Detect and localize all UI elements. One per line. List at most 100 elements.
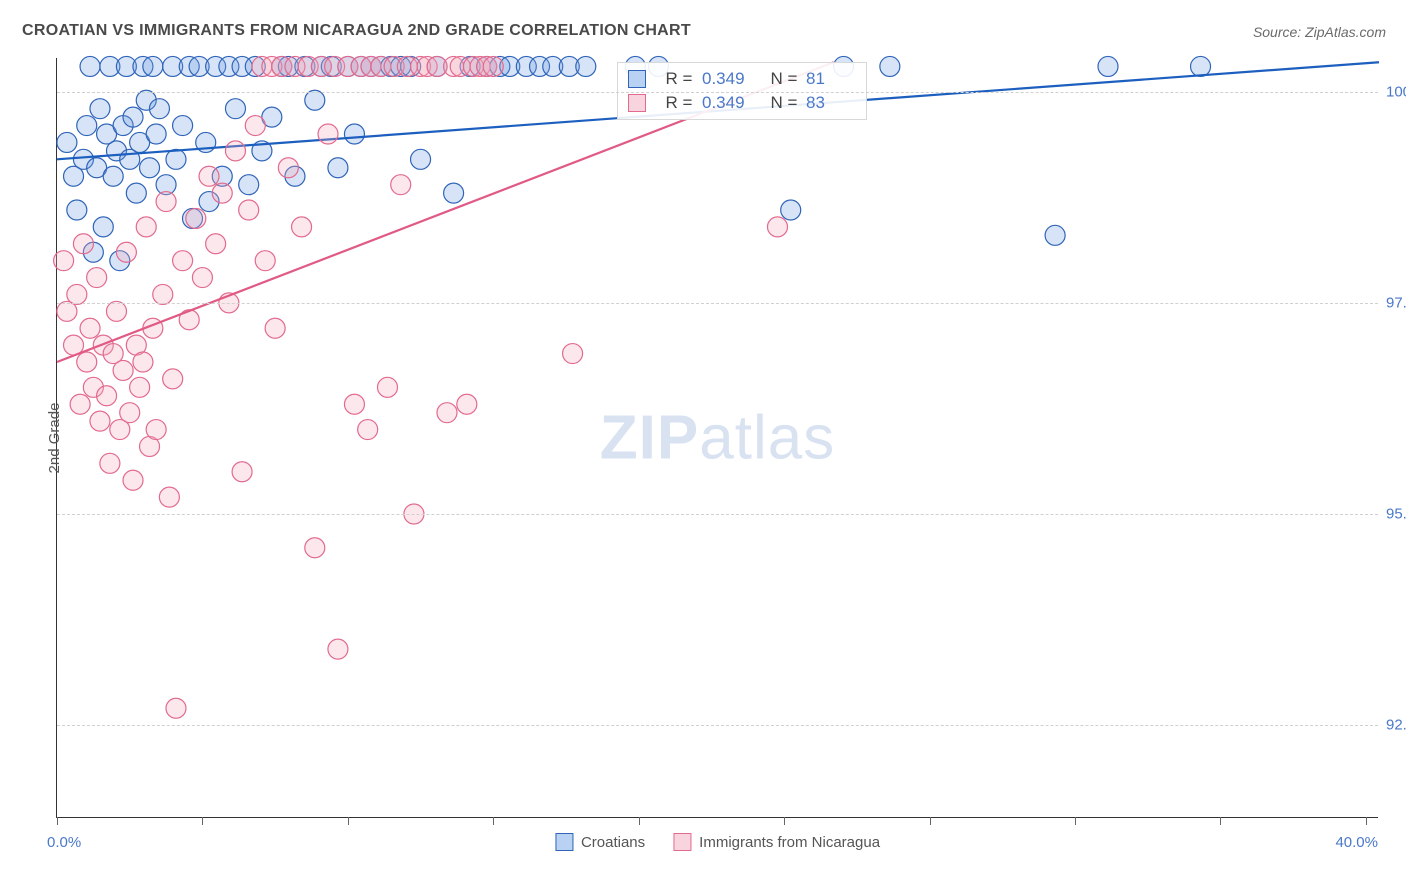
data-point-croatians [77,116,97,136]
data-point-croatians [67,200,87,220]
data-point-croatians [149,99,169,119]
n-value: 83 [806,93,840,113]
data-point-nicaragua [100,453,120,473]
data-point-croatians [57,132,77,152]
data-point-nicaragua [159,487,179,507]
r-label: R = [660,69,698,89]
data-point-nicaragua [292,217,312,237]
x-tick-mark [1075,817,1076,825]
legend-swatch [628,94,646,112]
data-point-nicaragua [358,420,378,440]
data-point-nicaragua [153,284,173,304]
data-point-nicaragua [156,192,176,212]
data-point-nicaragua [255,251,275,271]
x-tick-mark [784,817,785,825]
data-point-croatians [146,124,166,144]
data-point-nicaragua [278,158,298,178]
data-point-nicaragua [186,208,206,228]
data-point-nicaragua [245,116,265,136]
gridline-h [57,92,1378,93]
legend-label: Immigrants from Nicaragua [699,834,880,851]
legend-swatch [673,833,691,851]
chart-area: 2nd Grade ZIPatlas R =0.349N =81R =0.349… [56,58,1378,818]
x-tick-mark [930,817,931,825]
data-point-nicaragua [97,386,117,406]
data-point-nicaragua [239,200,259,220]
n-value: 81 [806,69,840,89]
data-point-nicaragua [483,56,503,76]
data-point-nicaragua [457,394,477,414]
data-point-croatians [1098,56,1118,76]
data-point-croatians [166,149,186,169]
data-point-nicaragua [163,369,183,389]
data-point-nicaragua [146,420,166,440]
scatter-plot [57,58,1378,817]
y-tick-label: 92.5% [1386,717,1406,734]
data-point-croatians [781,200,801,220]
y-tick-label: 95.0% [1386,506,1406,523]
data-point-croatians [1045,225,1065,245]
r-value: 0.349 [702,93,762,113]
n-label: N = [766,93,802,113]
data-point-nicaragua [344,394,364,414]
data-point-nicaragua [116,242,136,262]
data-point-nicaragua [54,251,74,271]
data-point-nicaragua [318,124,338,144]
data-point-nicaragua [391,175,411,195]
data-point-nicaragua [232,462,252,482]
data-point-nicaragua [130,377,150,397]
data-point-nicaragua [305,538,325,558]
data-point-croatians [143,56,163,76]
x-tick-mark [1220,817,1221,825]
data-point-croatians [305,90,325,110]
data-point-nicaragua [563,344,583,364]
data-point-croatians [80,56,100,76]
data-point-croatians [328,158,348,178]
data-point-croatians [239,175,259,195]
data-point-nicaragua [192,268,212,288]
data-point-croatians [411,149,431,169]
data-point-nicaragua [437,403,457,423]
y-tick-label: 100.0% [1386,83,1406,100]
bottom-legend: Croatians Immigrants from Nicaragua [555,833,880,851]
data-point-croatians [173,116,193,136]
x-tick-mark [639,817,640,825]
data-point-croatians [576,56,596,76]
legend-label: Croatians [581,834,645,851]
data-point-croatians [123,107,143,127]
data-point-nicaragua [90,411,110,431]
data-point-nicaragua [265,318,285,338]
y-tick-label: 97.5% [1386,294,1406,311]
data-point-croatians [1191,56,1211,76]
data-point-nicaragua [120,403,140,423]
r-value: 0.349 [702,69,762,89]
data-point-nicaragua [73,234,93,254]
legend-swatch [555,833,573,851]
data-point-croatians [344,124,364,144]
data-point-nicaragua [106,301,126,321]
legend-swatch [628,70,646,88]
data-point-nicaragua [133,352,153,372]
gridline-h [57,303,1378,304]
data-point-croatians [880,56,900,76]
data-point-nicaragua [378,377,398,397]
n-label: N = [766,69,802,89]
x-tick-mark [202,817,203,825]
data-point-nicaragua [113,360,133,380]
data-point-nicaragua [212,183,232,203]
data-point-nicaragua [199,166,219,186]
data-point-croatians [90,99,110,119]
data-point-nicaragua [87,268,107,288]
x-tick-mark [348,817,349,825]
x-axis-start-label: 0.0% [47,834,81,851]
gridline-h [57,725,1378,726]
data-point-croatians [103,166,123,186]
x-tick-mark [1366,817,1367,825]
data-point-nicaragua [136,217,156,237]
data-point-nicaragua [767,217,787,237]
data-point-croatians [126,183,146,203]
data-point-croatians [93,217,113,237]
x-tick-mark [57,817,58,825]
data-point-nicaragua [77,352,97,372]
gridline-h [57,514,1378,515]
